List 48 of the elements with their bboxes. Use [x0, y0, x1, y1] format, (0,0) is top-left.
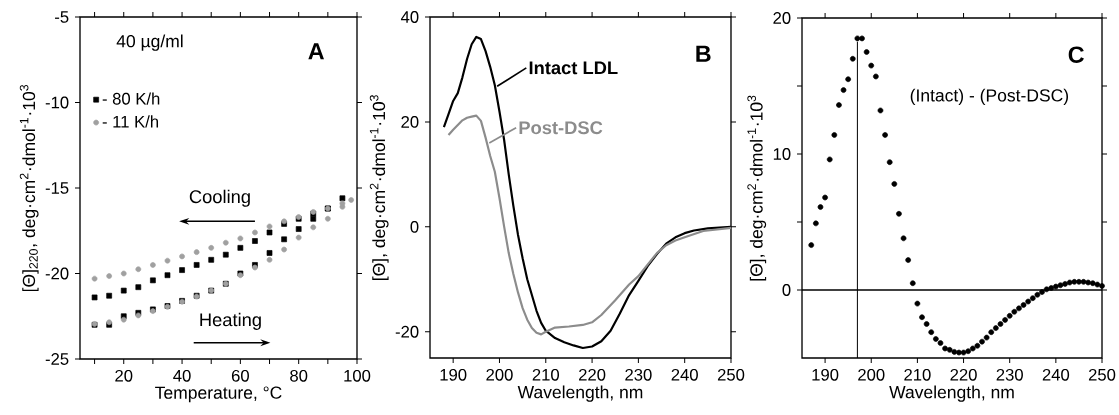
x-tick-label: 210 [904, 368, 931, 381]
x-axis-title: Wavelength, nm [889, 385, 1014, 402]
annotation: 40 µg/ml [116, 34, 183, 51]
y-tick-label: -20 [45, 267, 69, 280]
y-tick-label: 20 [401, 116, 419, 128]
x-tick-label: 60 [231, 369, 249, 382]
x-tick-label: 210 [532, 368, 560, 381]
y-tick-label: 40 [400, 11, 419, 23]
x-tick-label: 240 [671, 368, 698, 381]
y-tick-label: -5 [55, 11, 69, 23]
y-axis-title: [Θ]$_{220}$, deg·cm$^{2}$·dmol$^{-1}$·10$^{3}$ [19, 85, 39, 292]
annotation: C [1068, 46, 1084, 63]
y-tick-label: -15 [45, 182, 69, 194]
x-tick-label: 100 [344, 369, 371, 382]
y-tick-label: 0 [782, 284, 791, 296]
x-tick-label: 200 [486, 368, 513, 381]
x-tick-label: 190 [440, 368, 467, 381]
y-tick-label: -20 [395, 325, 419, 338]
x-tick-label: 80 [290, 369, 308, 382]
y-tick-label: 0 [410, 220, 419, 233]
annotation: Heating [200, 312, 261, 330]
x-tick-label: 230 [996, 368, 1023, 381]
legend-label: - 11 K/h [102, 115, 159, 128]
y-tick-label: -25 [45, 353, 69, 365]
annotation: B [696, 45, 711, 62]
x-tick-label: 220 [579, 368, 606, 381]
x-tick-label: 200 [858, 368, 885, 381]
annotation: (Intact) - (Post-DSC) [910, 88, 1069, 106]
x-tick-label: 190 [812, 368, 839, 381]
x-tick-label: 40 [173, 369, 191, 382]
x-tick-label: 230 [625, 368, 652, 381]
x-tick-label: 250 [717, 368, 745, 381]
annotation: Cooling [189, 189, 250, 207]
legend-label: - 80 K/h [102, 92, 160, 105]
y-tick-label: -10 [45, 96, 69, 109]
x-tick-label: 250 [1088, 368, 1116, 381]
x-axis-title: Temperature, °C [155, 386, 282, 403]
x-tick-label: 20 [115, 369, 133, 382]
y-axis-title: [Θ], deg·cm$^{2}$·dmol$^{-1}$·10$^{3}$ [369, 95, 389, 280]
y-tick-label: 10 [773, 148, 791, 160]
x-axis-title: Wavelength, nm [517, 385, 643, 402]
x-tick-label: 220 [950, 368, 977, 381]
y-tick-label: 20 [773, 12, 791, 24]
annotation: A [308, 43, 324, 60]
x-tick-label: 240 [1042, 368, 1070, 381]
legend-label: Intact LDL [529, 61, 618, 75]
y-axis-title: [Θ], deg·cm$^{2}$·dmol$^{-1}$·10$^{3}$ [747, 95, 767, 281]
legend-label: Post-DSC [519, 121, 603, 135]
